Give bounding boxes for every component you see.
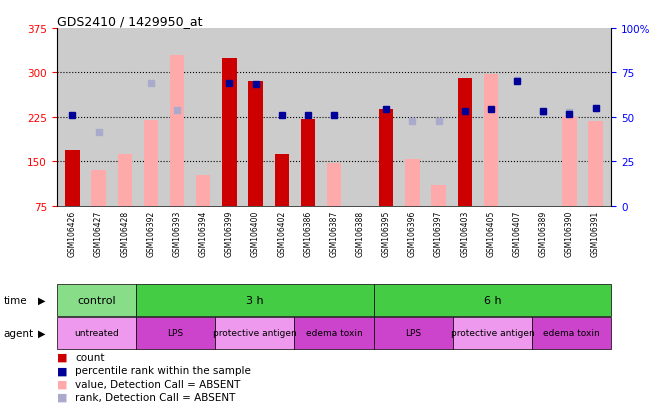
Text: percentile rank within the sample: percentile rank within the sample xyxy=(75,366,251,375)
FancyBboxPatch shape xyxy=(532,317,611,349)
Text: GSM106391: GSM106391 xyxy=(591,210,600,256)
Text: GSM106397: GSM106397 xyxy=(434,210,443,256)
Bar xyxy=(248,82,263,206)
Text: GSM106394: GSM106394 xyxy=(199,210,208,256)
Bar xyxy=(65,150,79,206)
Text: LPS: LPS xyxy=(168,329,184,337)
Bar xyxy=(92,171,106,206)
Text: GSM106428: GSM106428 xyxy=(120,210,130,256)
Text: untreated: untreated xyxy=(74,329,119,337)
FancyBboxPatch shape xyxy=(136,284,373,316)
Bar xyxy=(432,186,446,206)
Bar xyxy=(589,122,603,206)
Text: GSM106392: GSM106392 xyxy=(146,210,156,256)
Bar xyxy=(562,118,576,206)
Text: agent: agent xyxy=(3,328,33,338)
Text: edema toxin: edema toxin xyxy=(543,329,600,337)
Text: rank, Detection Call = ABSENT: rank, Detection Call = ABSENT xyxy=(75,392,236,402)
Text: GSM106407: GSM106407 xyxy=(512,210,522,256)
Text: ■: ■ xyxy=(57,352,67,362)
FancyBboxPatch shape xyxy=(57,284,136,316)
Text: GSM106427: GSM106427 xyxy=(94,210,103,256)
Text: GSM106403: GSM106403 xyxy=(460,210,469,256)
Bar xyxy=(379,110,393,206)
Text: GSM106386: GSM106386 xyxy=(303,210,313,256)
Bar xyxy=(301,119,315,206)
Text: GSM106402: GSM106402 xyxy=(277,210,286,256)
FancyBboxPatch shape xyxy=(57,317,136,349)
FancyBboxPatch shape xyxy=(453,317,532,349)
Text: GSM106395: GSM106395 xyxy=(382,210,391,256)
Bar xyxy=(484,74,498,206)
Text: GSM106399: GSM106399 xyxy=(225,210,234,256)
Bar xyxy=(275,154,289,206)
Text: GSM106387: GSM106387 xyxy=(329,210,339,256)
Text: LPS: LPS xyxy=(405,329,422,337)
Text: count: count xyxy=(75,352,105,362)
Text: GSM106396: GSM106396 xyxy=(408,210,417,256)
Bar xyxy=(118,154,132,206)
Text: GSM106393: GSM106393 xyxy=(172,210,182,256)
Text: 3 h: 3 h xyxy=(246,295,264,305)
Text: control: control xyxy=(77,295,116,305)
Text: 6 h: 6 h xyxy=(484,295,501,305)
Text: ■: ■ xyxy=(57,392,67,402)
FancyBboxPatch shape xyxy=(215,317,295,349)
Text: protective antigen: protective antigen xyxy=(450,329,534,337)
Bar xyxy=(222,59,236,206)
Text: GSM106390: GSM106390 xyxy=(565,210,574,256)
FancyBboxPatch shape xyxy=(373,284,611,316)
Text: ▶: ▶ xyxy=(38,328,45,338)
Text: ■: ■ xyxy=(57,366,67,375)
Text: GSM106400: GSM106400 xyxy=(251,210,260,256)
Bar xyxy=(405,159,420,206)
FancyBboxPatch shape xyxy=(373,317,453,349)
Text: GSM106389: GSM106389 xyxy=(538,210,548,256)
Text: GSM106405: GSM106405 xyxy=(486,210,496,256)
Bar xyxy=(458,79,472,206)
Bar xyxy=(196,175,210,206)
Bar xyxy=(327,163,341,206)
FancyBboxPatch shape xyxy=(295,317,373,349)
FancyBboxPatch shape xyxy=(136,317,215,349)
Text: value, Detection Call = ABSENT: value, Detection Call = ABSENT xyxy=(75,379,241,389)
Text: GDS2410 / 1429950_at: GDS2410 / 1429950_at xyxy=(57,15,202,28)
Text: GSM106426: GSM106426 xyxy=(68,210,77,256)
Text: ▶: ▶ xyxy=(38,295,45,305)
Text: protective antigen: protective antigen xyxy=(213,329,297,337)
Text: ■: ■ xyxy=(57,379,67,389)
Text: time: time xyxy=(3,295,27,305)
Text: edema toxin: edema toxin xyxy=(306,329,362,337)
Text: GSM106388: GSM106388 xyxy=(355,210,365,256)
Bar xyxy=(170,55,184,206)
Bar xyxy=(144,121,158,206)
